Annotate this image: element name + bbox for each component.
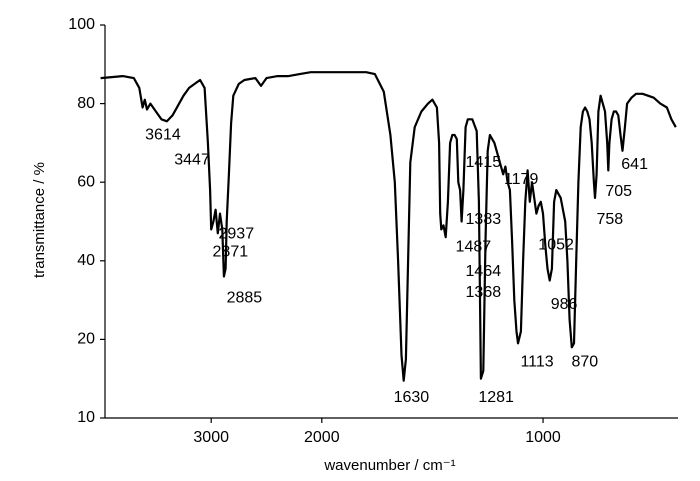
peak-label: 1630: [394, 389, 430, 406]
y-tick-label: 40: [77, 252, 95, 269]
x-tick-label: 1000: [525, 429, 561, 446]
peak-label: 986: [551, 296, 578, 313]
y-axis-label: transmittance / %: [31, 162, 48, 278]
spectrum-line: [100, 71, 677, 382]
peak-label: 870: [572, 353, 599, 370]
peak-label: 1415: [466, 154, 502, 171]
peak-label: 3614: [145, 126, 181, 143]
peak-label: 1464: [466, 263, 502, 280]
x-tick-label: 3000: [193, 429, 229, 446]
peak-label: 2937: [219, 225, 255, 242]
x-tick-label: 2000: [304, 429, 340, 446]
peak-label: 3447: [174, 151, 210, 168]
peak-label: 641: [621, 156, 648, 173]
peak-label: 1113: [520, 353, 553, 370]
y-tick-label: 10: [77, 409, 95, 426]
peak-label: 705: [605, 183, 632, 200]
y-tick-label: 100: [68, 16, 95, 33]
peak-label: 1052: [538, 236, 574, 253]
peak-label: 1179: [504, 171, 539, 188]
peak-label: 1487: [456, 238, 492, 255]
x-axis-label: wavenumber / cm⁻¹: [323, 457, 455, 474]
peak-label: 1383: [466, 211, 502, 228]
peak-label: 1368: [466, 284, 502, 301]
y-tick-label: 20: [77, 331, 95, 348]
peak-label: 758: [597, 211, 624, 228]
peak-label: 2885: [227, 289, 263, 306]
y-tick-label: 60: [77, 173, 95, 190]
peak-label: 2871: [213, 243, 249, 260]
peak-label: 1281: [478, 389, 514, 406]
y-tick-label: 80: [77, 95, 95, 112]
